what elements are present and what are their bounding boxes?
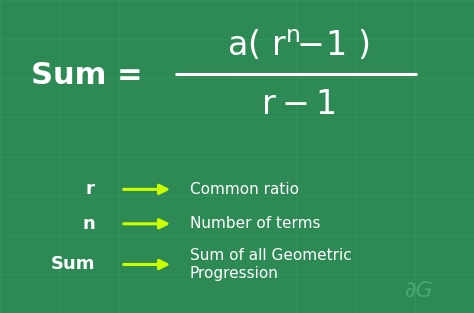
Text: ∂G: ∂G [405,281,434,301]
Text: Sum =: Sum = [31,61,142,90]
Text: Sum of all Geometric
Progression: Sum of all Geometric Progression [190,248,351,281]
Text: Common ratio: Common ratio [190,182,299,197]
Text: Number of terms: Number of terms [190,216,320,231]
Text: $\mathsf{r-1}$: $\mathsf{r-1}$ [261,88,336,121]
Text: Sum: Sum [50,255,95,274]
Text: n: n [82,215,95,233]
Text: r: r [86,180,95,198]
Text: $\mathsf{a(\ r^{n}\!\!-\!1\ )}$: $\mathsf{a(\ r^{n}\!\!-\!1\ )}$ [227,28,370,63]
